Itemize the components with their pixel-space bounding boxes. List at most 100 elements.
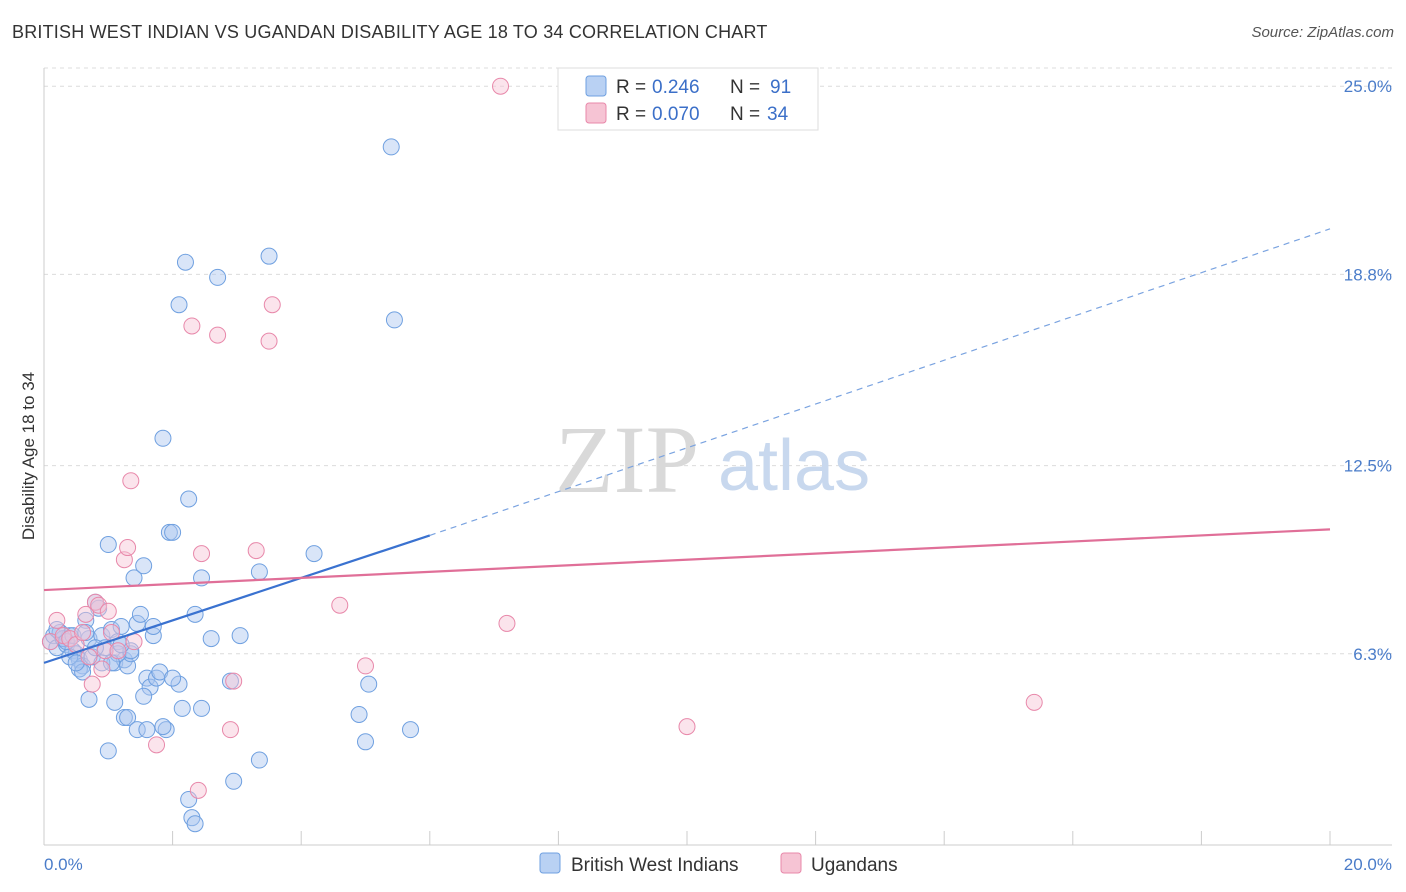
point-ugandans: [119, 539, 137, 557]
legend-r-label-2: R =: [616, 104, 646, 125]
point-ugandans: [225, 672, 243, 690]
point-british-west-indians: [225, 772, 243, 790]
y-axis-label: Disability Age 18 to 34: [19, 372, 38, 540]
grid-lines: [44, 67, 1392, 655]
data-points: [41, 77, 1043, 833]
point-british-west-indians: [385, 311, 403, 329]
legend-swatch-blue: [585, 75, 607, 97]
point-british-west-indians: [119, 709, 137, 727]
point-british-west-indians: [112, 617, 130, 635]
y-tick-label: 6.3%: [1353, 645, 1392, 664]
point-british-west-indians: [128, 721, 146, 739]
y-tick-label: 25.0%: [1344, 77, 1392, 96]
point-ugandans: [93, 660, 111, 678]
y-tick-label: 12.5%: [1344, 457, 1392, 476]
point-british-west-indians: [141, 678, 159, 696]
bottom-legend-label-blue: British West Indians: [571, 855, 739, 876]
point-british-west-indians: [154, 429, 172, 447]
point-ugandans: [331, 596, 349, 614]
stats-legend: R = 0.246 N = 91 R = 0.070 N = 34: [557, 67, 819, 131]
source-label: Source: ZipAtlas.com: [1251, 24, 1394, 41]
point-british-west-indians: [157, 721, 175, 739]
bottom-legend-label-pink: Ugandans: [811, 855, 898, 876]
trend-line-extension-british-west-indians: [429, 228, 1331, 536]
point-british-west-indians: [193, 699, 211, 717]
point-british-west-indians: [260, 247, 278, 265]
trend-lines: [43, 228, 1331, 664]
point-british-west-indians: [106, 693, 124, 711]
point-british-west-indians: [131, 605, 149, 623]
point-british-west-indians: [250, 751, 268, 769]
point-british-west-indians: [138, 721, 156, 739]
legend-r-value-2: 0.070: [652, 104, 700, 125]
point-british-west-indians: [173, 699, 191, 717]
legend-n-value-2: 34: [767, 104, 789, 125]
point-ugandans: [122, 472, 140, 490]
point-ugandans: [90, 596, 108, 614]
point-ugandans: [260, 332, 278, 350]
point-british-west-indians: [170, 296, 188, 314]
series-legend: British West Indians Ugandans: [539, 852, 898, 876]
point-british-west-indians: [170, 675, 188, 693]
point-ugandans: [83, 675, 101, 693]
point-british-west-indians: [202, 630, 220, 648]
point-ugandans: [678, 718, 696, 736]
point-ugandans: [109, 642, 127, 660]
point-british-west-indians: [154, 718, 172, 736]
point-ugandans: [221, 721, 239, 739]
tick-labels: 6.3% 12.5% 18.8% 25.0% 0.0% 20.0%: [44, 77, 1392, 874]
point-british-west-indians: [99, 742, 117, 760]
point-ugandans: [77, 605, 95, 623]
point-british-west-indians: [250, 563, 268, 581]
x-tick-label: 0.0%: [44, 855, 83, 874]
trend-line-ugandans: [43, 528, 1331, 592]
legend-n-label-2: N =: [730, 104, 760, 125]
watermark-zip: ZIP: [555, 406, 699, 513]
point-british-west-indians: [99, 536, 117, 554]
point-ugandans: [492, 77, 510, 95]
point-british-west-indians: [357, 733, 374, 751]
point-british-west-indians: [122, 642, 140, 660]
watermark-atlas: atlas: [718, 426, 870, 506]
point-british-west-indians: [176, 253, 194, 271]
point-ugandans: [48, 611, 66, 629]
point-british-west-indians: [64, 627, 82, 645]
legend-swatch-pink: [585, 102, 607, 124]
point-british-west-indians: [135, 557, 153, 575]
point-ugandans: [86, 593, 104, 611]
point-ugandans: [99, 602, 117, 620]
point-british-west-indians: [231, 627, 249, 645]
point-ugandans: [183, 317, 201, 335]
point-british-west-indians: [360, 675, 378, 693]
point-british-west-indians: [80, 690, 98, 708]
point-british-west-indians: [209, 268, 227, 286]
point-ugandans: [148, 736, 166, 754]
point-ugandans: [498, 614, 516, 632]
point-ugandans: [209, 326, 227, 344]
legend-n-value-1: 91: [770, 77, 791, 98]
bottom-legend-swatch-pink: [780, 852, 802, 874]
watermark: ZIP atlas: [555, 406, 870, 513]
bottom-legend-swatch-blue: [539, 852, 561, 874]
point-british-west-indians: [305, 545, 323, 563]
y-tick-label: 18.8%: [1344, 265, 1392, 284]
point-ugandans: [74, 624, 92, 642]
point-british-west-indians: [164, 523, 182, 541]
point-ugandans: [80, 648, 98, 666]
point-ugandans: [193, 545, 211, 563]
legend-r-value-1: 0.246: [652, 77, 700, 98]
axes: [43, 68, 1392, 846]
point-ugandans: [247, 542, 265, 560]
point-british-west-indians: [382, 138, 400, 156]
chart-title: BRITISH WEST INDIAN VS UGANDAN DISABILIT…: [12, 22, 768, 42]
point-british-west-indians: [186, 605, 204, 623]
point-ugandans: [189, 781, 207, 799]
point-british-west-indians: [350, 705, 368, 723]
point-british-west-indians: [402, 721, 420, 739]
legend-n-label-1: N =: [730, 77, 760, 98]
point-ugandans: [263, 296, 281, 314]
point-british-west-indians: [180, 490, 198, 508]
point-british-west-indians: [135, 687, 153, 705]
point-british-west-indians: [74, 663, 92, 681]
